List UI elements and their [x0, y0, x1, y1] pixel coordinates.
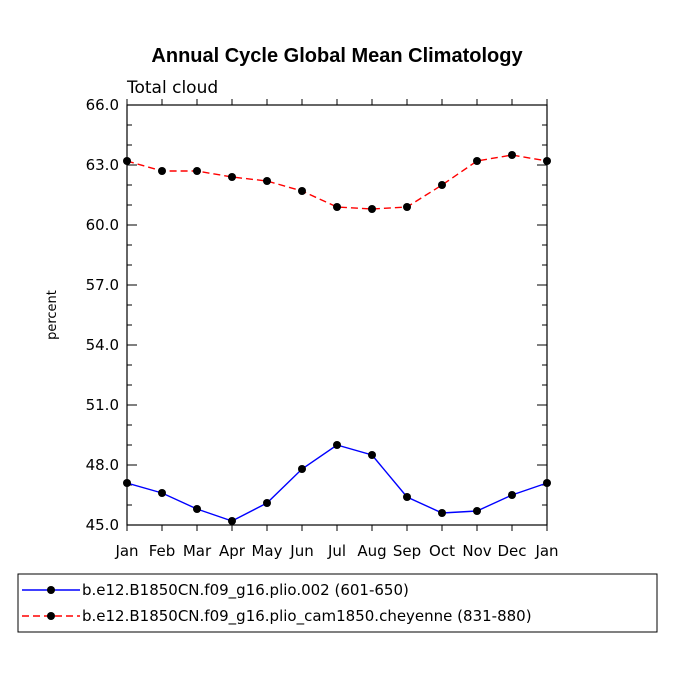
plot-frame — [126, 104, 548, 526]
data-point — [333, 441, 341, 449]
y-tick-labels: 45.0 48.0 51.0 54.0 57.0 60.0 63.0 66.0 — [86, 96, 119, 534]
y-tick-label: 54.0 — [86, 336, 119, 354]
y-axis-label: percent — [45, 290, 60, 340]
data-point — [298, 465, 306, 473]
y-tick-label: 51.0 — [86, 396, 119, 414]
x-tick-label: Nov — [462, 542, 491, 560]
data-point — [158, 489, 166, 497]
x-tick-label: Jan — [534, 542, 558, 560]
data-point — [263, 177, 271, 185]
legend-marker — [47, 612, 55, 620]
legend-box — [17, 573, 658, 633]
legend-label: b.e12.B1850CN.f09_g16.plio.002 (601-650) — [82, 581, 409, 600]
data-point — [158, 167, 166, 175]
x-tick-label: Oct — [429, 542, 455, 560]
legend-label: b.e12.B1850CN.f09_g16.plio_cam1850.cheye… — [82, 607, 532, 626]
data-point — [298, 187, 306, 195]
data-point — [368, 451, 376, 459]
data-point — [543, 157, 551, 165]
data-point — [228, 517, 236, 525]
data-point — [123, 157, 131, 165]
data-point — [508, 151, 516, 159]
x-tick-label: Mar — [183, 542, 212, 560]
y-tick-label: 60.0 — [86, 216, 119, 234]
chart-subtitle: Total cloud — [126, 78, 218, 98]
axis-ticks — [126, 99, 548, 531]
x-tick-label: Jun — [289, 542, 313, 560]
data-point — [403, 203, 411, 211]
data-point — [473, 507, 481, 515]
data-point — [473, 157, 481, 165]
data-point — [228, 173, 236, 181]
x-tick-label: Feb — [149, 542, 176, 560]
data-point — [403, 493, 411, 501]
x-tick-label: Jan — [114, 542, 138, 560]
data-point — [123, 479, 131, 487]
series-line-1 — [126, 444, 548, 522]
y-tick-label: 57.0 — [86, 276, 119, 294]
x-tick-label: Dec — [497, 542, 526, 560]
y-tick-label: 66.0 — [86, 96, 119, 114]
x-tick-label: Jul — [327, 542, 346, 560]
data-point — [263, 499, 271, 507]
x-tick-label: Sep — [393, 542, 421, 560]
data-point — [438, 509, 446, 517]
x-tick-label: Aug — [357, 542, 386, 560]
legend-marker — [47, 586, 55, 594]
data-point — [368, 205, 376, 213]
series-points — [123, 151, 551, 525]
x-tick-label: Apr — [219, 542, 246, 560]
data-point — [193, 505, 201, 513]
x-tick-labels: Jan Feb Mar Apr May Jun Jul Aug Sep Oct Nov Dec Jan — [114, 542, 558, 560]
y-tick-label: 48.0 — [86, 456, 119, 474]
y-tick-label: 63.0 — [86, 156, 119, 174]
legend: b.e12.B1850CN.f09_g16.plio.002 (601-650)… — [22, 581, 532, 626]
y-tick-label: 45.0 — [86, 516, 119, 534]
data-point — [508, 491, 516, 499]
data-point — [333, 203, 341, 211]
data-point — [193, 167, 201, 175]
x-tick-label: May — [251, 542, 282, 560]
series-line-2 — [126, 154, 548, 210]
chart-title: Annual Cycle Global Mean Climatology — [151, 45, 523, 67]
data-point — [543, 479, 551, 487]
data-point — [438, 181, 446, 189]
